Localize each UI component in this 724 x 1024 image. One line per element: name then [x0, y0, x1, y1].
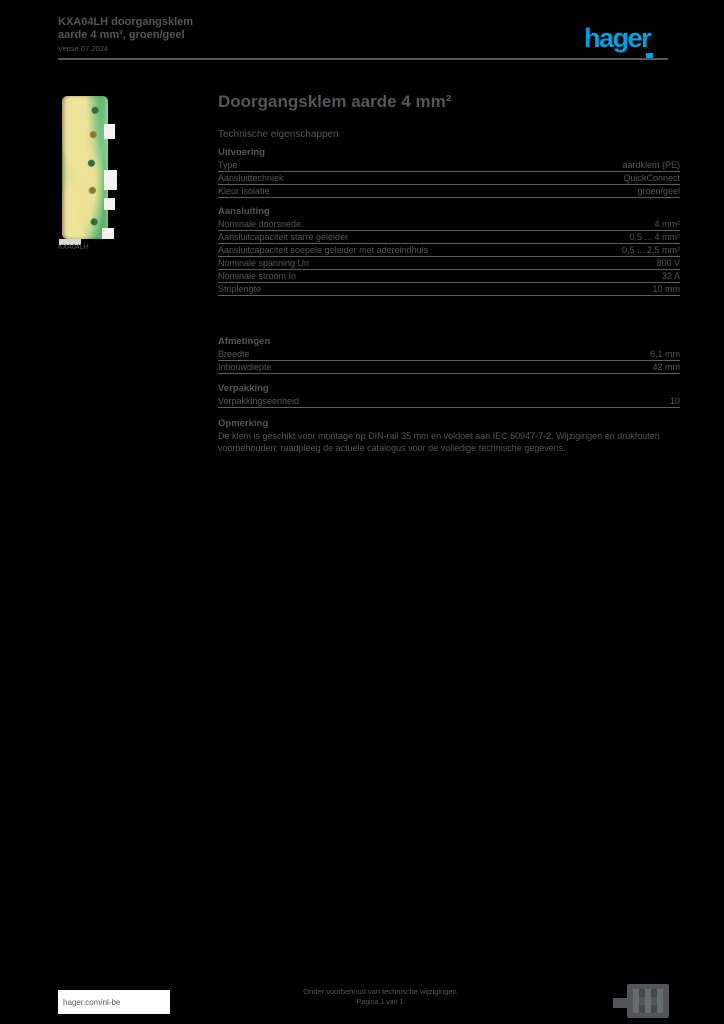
spec-label: Aansluitcapaciteit soepele geleider met … — [218, 245, 429, 255]
terminal-block-image — [62, 96, 108, 239]
spec-value: QuickConnect — [623, 173, 680, 183]
spec-group: Opmerking De klem is geschikt voor montag… — [218, 418, 680, 454]
spec-label: Verpakkingseenheid — [218, 396, 300, 406]
spec-group-heading: Opmerking — [218, 418, 269, 429]
spec-value: aardklem (PE) — [622, 160, 680, 170]
terminal-metal-tab — [104, 124, 115, 139]
header-divider — [58, 58, 668, 60]
header-product-title: KXA04LH doorgangsklem aarde 4 mm², groen… — [58, 16, 194, 41]
spec-label: Inbouwdiepte — [218, 362, 272, 372]
spec-row: Nominale doorsnede 4 mm² — [218, 218, 680, 231]
page-title: Doorgangsklem aarde 4 mm² — [218, 92, 452, 111]
spec-value: 10 — [669, 396, 680, 406]
spec-group: Aansluiting Nominale doorsnede 4 mm² Aanslu… — [218, 206, 680, 296]
product-photo-caption: KXA04LH — [58, 244, 89, 251]
hager-logo-text: hager — [584, 23, 652, 53]
spec-label: Striplengte — [218, 284, 262, 294]
spec-value: 42 mm — [652, 362, 680, 372]
spec-row: Nominale spanning Un 800 V — [218, 257, 680, 270]
spec-value: 4 mm² — [654, 219, 681, 229]
spec-label: Nominale stroom In — [218, 271, 297, 281]
spec-group-heading: Aansluiting — [218, 206, 270, 217]
spec-table: Uitvoering Type aardklem (PE) Aansluittechn… — [218, 147, 680, 454]
spec-label: Nominale spanning Un — [218, 258, 310, 268]
footer-link-box: hager.com/nl-be — [58, 990, 170, 1014]
spec-label: Aansluitcapaciteit starre geleider — [218, 232, 349, 242]
footer-disclaimer: Onder voorbehoud van technische wijzigin… — [303, 987, 457, 996]
qr-code-icon — [627, 984, 669, 1018]
qr-code-pattern — [633, 989, 663, 1013]
spec-value: 10 mm — [652, 284, 680, 294]
spec-group-heading: Verpakking — [218, 383, 269, 394]
spec-value: 0,5 ... 4 mm² — [629, 232, 680, 242]
hager-logo-dot-icon — [646, 53, 653, 60]
spec-value: 800 V — [656, 258, 680, 268]
spec-group: Verpakking Verpakkingseenheid 10 — [218, 383, 680, 408]
product-photo: KXA04LH — [58, 96, 117, 251]
spec-row: Aansluitcapaciteit soepele geleider met … — [218, 244, 680, 257]
spec-row: Breedte 6,1 mm — [218, 348, 680, 361]
header-version-text: Versie 07.2024 — [58, 44, 109, 53]
spec-row: Inbouwdiepte 42 mm — [218, 361, 680, 374]
spec-row: Aansluittechniek QuickConnect — [218, 172, 680, 185]
footer-website-link[interactable]: hager.com/nl-be — [63, 997, 121, 1007]
spec-value: 32 A — [661, 271, 680, 281]
spec-value: groen/geel — [637, 186, 680, 196]
spec-group-heading: Uitvoering — [218, 147, 265, 158]
spec-row: Aansluitcapaciteit starre geleider 0,5 ..… — [218, 231, 680, 244]
spec-row: Type aardklem (PE) — [218, 159, 680, 172]
page-subtitle: Technische eigenschappen — [218, 129, 339, 140]
spec-label: Aansluittechniek — [218, 173, 284, 183]
spec-note-paragraph: De klem is geschikt voor montage op DIN-… — [218, 431, 660, 453]
spec-row: Striplengte 10 mm — [218, 283, 680, 296]
spec-group: Afmetingen Breedte 6,1 mm Inbouwdiepte 42 mm — [218, 336, 680, 374]
spec-label: Kleur isolatie — [218, 186, 270, 196]
terminal-base — [59, 239, 81, 245]
spec-label: Nominale doorsnede — [218, 219, 302, 229]
spec-value: 0,5 ... 2,5 mm² — [621, 245, 680, 255]
spec-row: Nominale stroom In 32 A — [218, 270, 680, 283]
spec-value: 6,1 mm — [649, 349, 680, 359]
hager-logo: hager — [584, 24, 674, 60]
terminal-metal-tab — [104, 170, 117, 190]
spec-group: Uitvoering Type aardklem (PE) Aansluittechn… — [218, 147, 680, 198]
terminal-metal-tab — [102, 228, 114, 239]
main-content: Doorgangsklem aarde 4 mm² Technische eig… — [218, 92, 680, 454]
spec-label: Type — [218, 160, 238, 170]
spec-label: Breedte — [218, 349, 250, 359]
terminal-metal-tab — [104, 198, 115, 210]
spec-group-heading: Afmetingen — [218, 336, 271, 347]
spec-row: Verpakkingseenheid 10 — [218, 395, 680, 408]
spec-row: Kleur isolatie groen/geel — [218, 185, 680, 198]
footer-page-info: Pagina 1 van 1 — [356, 999, 404, 1006]
header-product-block: KXA04LH doorgangsklem aarde 4 mm², groen… — [58, 16, 216, 53]
footer-center: Onder voorbehoud van technische wijzigin… — [160, 987, 600, 1007]
